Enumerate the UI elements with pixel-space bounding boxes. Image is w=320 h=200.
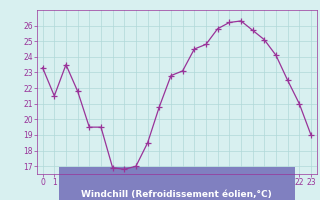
X-axis label: Windchill (Refroidissement éolien,°C): Windchill (Refroidissement éolien,°C) — [81, 190, 272, 199]
